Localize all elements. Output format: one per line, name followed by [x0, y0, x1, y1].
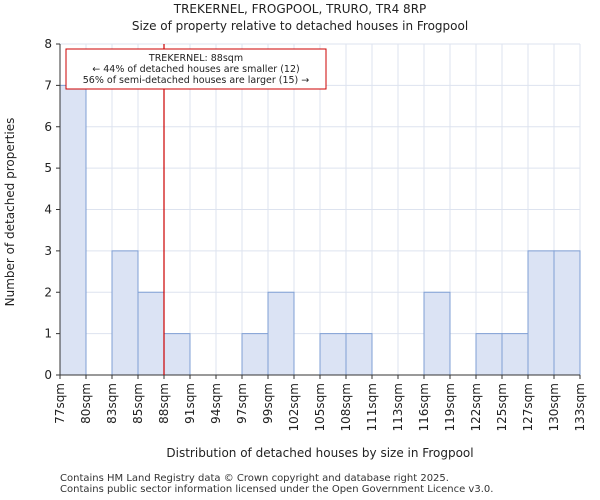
- annotation-line: 56% of semi-detached houses are larger (…: [83, 75, 310, 86]
- histogram-bar: [111, 250, 139, 376]
- x-tick-label: 77sqm: [53, 383, 67, 424]
- x-tick-label: 99sqm: [261, 383, 275, 424]
- y-tick-label: 4: [44, 203, 52, 217]
- x-tick-label: 97sqm: [235, 383, 249, 424]
- bars: [59, 84, 581, 376]
- y-tick-label: 0: [44, 368, 52, 382]
- x-tick-label: 80sqm: [79, 383, 93, 424]
- x-tick-label: 122sqm: [469, 383, 483, 431]
- axes: 0 1 2 3 4 5 6 7 8 77sqm 80sqm 83sqm 85sqm 88sqm 91sqm 9…: [44, 37, 587, 431]
- x-axis-label: Distribution of detached houses by size …: [166, 446, 474, 460]
- y-tick-label: 8: [44, 37, 52, 51]
- y-tick-label: 3: [44, 244, 52, 258]
- y-tick-label: 5: [44, 161, 52, 175]
- x-tick-label: 83sqm: [105, 383, 119, 424]
- histogram-bar: [527, 250, 555, 376]
- x-tick-label: 94sqm: [209, 383, 223, 424]
- histogram-bar: [475, 333, 503, 376]
- x-tick-label: 102sqm: [287, 383, 301, 431]
- y-tick-label: 2: [44, 285, 52, 299]
- annotation-line: TREKERNEL: 88sqm: [148, 53, 243, 64]
- y-tick-label: 6: [44, 120, 52, 134]
- histogram-bar: [241, 333, 269, 376]
- footer-licence: Contains public sector information licen…: [60, 484, 494, 495]
- y-tick-label: 1: [44, 327, 52, 341]
- x-tick-label: 133sqm: [573, 383, 587, 431]
- chart-title: TREKERNEL, FROGPOOL, TRURO, TR4 8RP: [173, 2, 427, 16]
- histogram-bar: [59, 84, 87, 376]
- x-tick-label: 125sqm: [495, 383, 509, 431]
- x-tick-label: 127sqm: [521, 383, 535, 431]
- property-marker: TREKERNEL: 88sqm← 44% of detached houses…: [65, 44, 327, 375]
- x-tick-label: 85sqm: [131, 383, 145, 424]
- histogram-bar: [423, 291, 451, 376]
- histogram-bar: [137, 291, 165, 376]
- footer-copyright: Contains HM Land Registry data © Crown c…: [60, 473, 449, 484]
- x-tick-label: 116sqm: [417, 383, 431, 431]
- annotation-box: [65, 48, 327, 90]
- x-tick-label: 111sqm: [365, 383, 379, 431]
- histogram-bar: [319, 333, 347, 376]
- x-tick-label: 130sqm: [547, 383, 561, 431]
- histogram-bar: [345, 333, 373, 376]
- x-tick-label: 88sqm: [157, 383, 171, 424]
- histogram-bar: [553, 250, 581, 376]
- x-tick-label: 108sqm: [339, 383, 353, 431]
- annotation-line: ← 44% of detached houses are smaller (12…: [92, 64, 299, 75]
- x-tick-label: 91sqm: [183, 383, 197, 424]
- x-tick-label: 105sqm: [313, 383, 327, 431]
- x-tick-label: 119sqm: [443, 383, 457, 431]
- histogram-bar: [501, 333, 529, 376]
- chart-subtitle: Size of property relative to detached ho…: [131, 19, 469, 33]
- x-tick-label: 113sqm: [391, 383, 405, 431]
- histogram-bar: [267, 291, 295, 376]
- histogram-bar: [163, 333, 191, 376]
- y-tick-label: 7: [44, 78, 52, 92]
